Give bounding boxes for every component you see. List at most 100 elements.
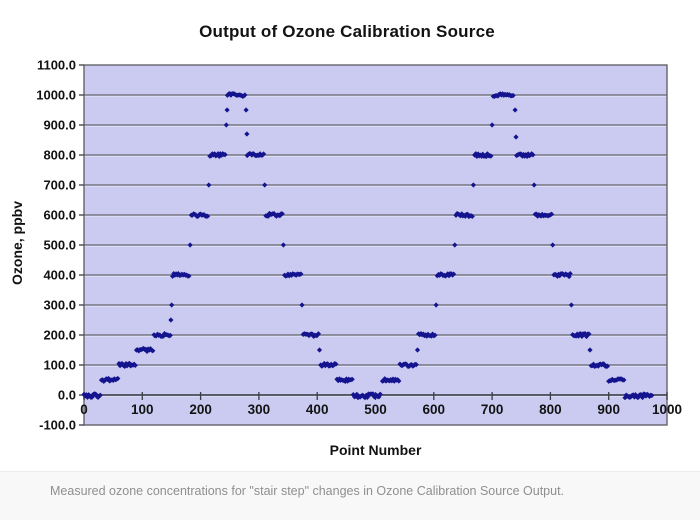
data-point bbox=[150, 348, 156, 354]
data-point bbox=[586, 331, 592, 337]
x-tick-label: 100 bbox=[131, 402, 154, 417]
data-point bbox=[277, 213, 283, 219]
x-tick-label: 700 bbox=[481, 402, 504, 417]
data-point bbox=[115, 375, 121, 382]
data-point bbox=[601, 361, 607, 367]
data-point bbox=[531, 182, 537, 188]
data-point bbox=[483, 153, 489, 160]
data-point bbox=[513, 134, 519, 140]
y-tick-label: -100.0 bbox=[39, 418, 76, 433]
data-point bbox=[414, 347, 421, 353]
data-point bbox=[462, 213, 468, 219]
caption-band: Measured ozone concentrations for "stair… bbox=[0, 471, 700, 520]
data-point bbox=[530, 152, 536, 158]
data-point bbox=[475, 151, 481, 157]
x-tick-label: 500 bbox=[364, 402, 387, 417]
data-point bbox=[524, 153, 530, 159]
data-point bbox=[622, 395, 628, 401]
data-point bbox=[495, 93, 501, 99]
data-point bbox=[432, 332, 438, 338]
data-point bbox=[187, 242, 193, 248]
data-series bbox=[81, 91, 655, 401]
data-point bbox=[363, 392, 369, 398]
data-point bbox=[459, 211, 465, 217]
data-point bbox=[556, 271, 562, 277]
data-point bbox=[409, 362, 415, 368]
data-point bbox=[391, 378, 397, 384]
data-point bbox=[382, 376, 388, 382]
data-point bbox=[469, 213, 475, 219]
data-point bbox=[396, 378, 402, 384]
y-tick-label: 1100.0 bbox=[37, 58, 76, 73]
data-point bbox=[93, 391, 99, 397]
figure-caption: Measured ozone concentrations for "stair… bbox=[50, 484, 565, 498]
data-point bbox=[119, 361, 126, 367]
data-point bbox=[595, 363, 601, 369]
data-point bbox=[389, 378, 395, 384]
data-point bbox=[168, 317, 174, 323]
y-tick-label: 400.0 bbox=[43, 268, 76, 283]
data-point bbox=[430, 331, 436, 337]
x-tick-label: 900 bbox=[597, 402, 620, 417]
data-point bbox=[186, 273, 192, 279]
x-tick-label: 800 bbox=[539, 402, 562, 417]
data-point bbox=[567, 271, 573, 277]
data-point bbox=[315, 331, 321, 337]
x-tick-label: 0 bbox=[80, 402, 88, 417]
data-point bbox=[444, 272, 450, 278]
data-point bbox=[222, 152, 228, 158]
data-point bbox=[325, 361, 331, 367]
x-tick-label: 300 bbox=[248, 402, 271, 417]
data-point bbox=[333, 361, 339, 367]
data-point bbox=[621, 377, 627, 383]
data-point bbox=[608, 378, 614, 384]
data-point bbox=[206, 182, 212, 188]
data-point bbox=[557, 273, 563, 279]
data-point bbox=[122, 363, 128, 369]
data-point bbox=[437, 272, 443, 278]
x-tick-label: 200 bbox=[189, 402, 212, 417]
data-point bbox=[470, 182, 476, 188]
x-axis-title: Point Number bbox=[329, 442, 422, 458]
data-point bbox=[433, 302, 439, 308]
y-tick-label: 500.0 bbox=[43, 238, 76, 253]
data-point bbox=[175, 271, 181, 277]
data-point bbox=[575, 333, 581, 339]
y-tick-label: 600.0 bbox=[43, 208, 76, 223]
data-point bbox=[316, 347, 323, 353]
data-point bbox=[465, 211, 471, 217]
data-point bbox=[224, 107, 230, 113]
data-point bbox=[262, 182, 268, 188]
data-point bbox=[160, 333, 166, 339]
y-tick-label: 1000.0 bbox=[36, 88, 76, 103]
data-point bbox=[413, 362, 419, 368]
x-tick-label: 1000 bbox=[652, 402, 682, 417]
data-point bbox=[488, 153, 494, 159]
chart-title: Output of Ozone Calibration Source bbox=[199, 22, 495, 41]
y-tick-label: 100.0 bbox=[43, 358, 76, 373]
data-point bbox=[370, 391, 376, 397]
data-point bbox=[568, 302, 574, 308]
data-point bbox=[604, 363, 611, 369]
data-point bbox=[484, 151, 490, 157]
data-point bbox=[549, 211, 555, 217]
x-tick-label: 400 bbox=[306, 402, 329, 417]
data-point bbox=[489, 122, 495, 128]
y-tick-label: 0.0 bbox=[58, 388, 76, 403]
data-point bbox=[205, 213, 211, 219]
y-tick-label: 900.0 bbox=[43, 118, 76, 133]
data-point bbox=[350, 392, 356, 398]
scatter-plot: 1100.01000.0900.0800.0700.0600.0500.0400… bbox=[36, 58, 682, 433]
data-point bbox=[169, 302, 175, 308]
data-point bbox=[242, 92, 248, 98]
data-point bbox=[424, 333, 430, 339]
data-point bbox=[279, 211, 285, 217]
data-point bbox=[474, 153, 480, 159]
y-tick-label: 300.0 bbox=[43, 298, 76, 313]
y-tick-label: 700.0 bbox=[43, 178, 76, 193]
data-point bbox=[510, 92, 516, 99]
y-tick-label: 800.0 bbox=[43, 148, 76, 163]
data-point bbox=[223, 122, 229, 128]
data-point bbox=[167, 332, 173, 338]
data-point bbox=[579, 333, 585, 339]
